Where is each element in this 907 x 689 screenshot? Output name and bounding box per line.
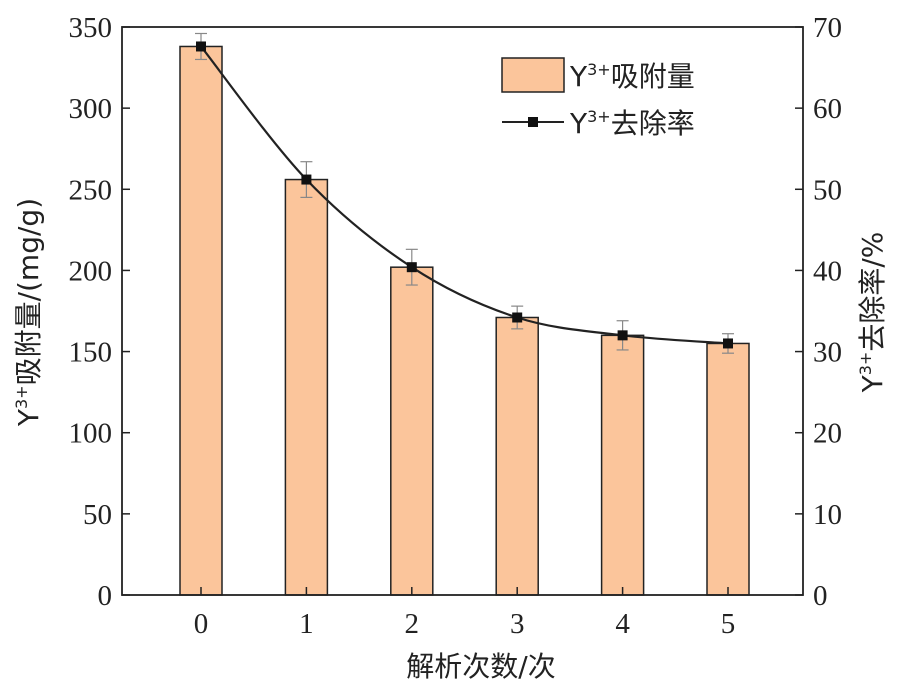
left-y-tick-label-50: 50	[83, 499, 112, 531]
bar-2	[390, 266, 434, 596]
bar-0	[179, 45, 223, 596]
plot-frame	[121, 26, 804, 596]
x-tick-label-1: 1	[299, 608, 314, 640]
left-y-tick-label-0: 0	[98, 580, 113, 612]
bar-3	[495, 316, 539, 596]
left-y-tick-label-200: 200	[69, 255, 113, 287]
left-y-axis-title-sup: 3+	[12, 385, 31, 409]
bar-1	[284, 178, 329, 596]
left-y-tick-label-300: 300	[69, 93, 113, 125]
x-tick-label-2: 2	[405, 608, 420, 640]
x-tick-label-3: 3	[510, 608, 525, 640]
removal-rate-point-3	[512, 312, 523, 323]
removal-rate-point-5	[723, 338, 733, 349]
bar-5	[706, 342, 750, 596]
removal-rate-point-0	[196, 41, 206, 52]
legend-swatch-bar	[501, 57, 565, 93]
right-y-tick-label-50: 50	[813, 174, 842, 206]
legend: Y3+吸附量 Y3+去除率	[501, 57, 695, 140]
right-y-tick-label-0: 0	[813, 580, 828, 612]
left-y-tick-label-150: 150	[69, 337, 113, 369]
x-tick-label-5: 5	[721, 608, 736, 640]
right-y-tick-label-60: 60	[813, 93, 842, 125]
x-tick-label-4: 4	[615, 608, 630, 640]
left-y-axis-title: Y3+吸附量/(mg/g)	[12, 198, 45, 427]
removal-rate-point-2	[406, 262, 417, 273]
bar-4	[600, 334, 645, 596]
left-y-tick-label-250: 250	[69, 174, 113, 206]
right-y-tick-label-70: 70	[813, 12, 842, 44]
right-y-axis-title: Y3+去除率/%	[856, 232, 889, 394]
right-y-axis-title-base: Y	[856, 374, 889, 393]
axes: 0 50 100 150 200 250 300 350 0 10 20 30 40 50 60 70 0 1 2 3…	[69, 12, 843, 640]
left-y-axis-title-base: Y	[12, 408, 45, 427]
x-tick-label-0: 0	[194, 608, 209, 640]
right-y-tick-label-10: 10	[813, 499, 842, 531]
right-y-tick-label-30: 30	[813, 337, 842, 369]
x-axis-title: 解析次数/次	[406, 650, 555, 683]
legend-label-bar: Y3+吸附量	[569, 60, 695, 93]
right-y-axis-title-rest: 去除率/%	[856, 232, 889, 352]
left-y-axis-title-rest: 吸附量/(mg/g)	[12, 198, 45, 386]
right-y-axis-title-sup: 3+	[856, 352, 875, 376]
right-y-tick-label-20: 20	[813, 418, 842, 450]
left-y-tick-label-100: 100	[69, 418, 113, 450]
left-y-tick-label-350: 350	[69, 12, 113, 44]
removal-rate-point-4	[617, 330, 628, 341]
legend-label-line: Y3+去除率	[569, 107, 695, 140]
removal-rate-line	[200, 45, 729, 345]
right-y-tick-label-40: 40	[813, 255, 842, 287]
removal-rate-point-1	[301, 174, 312, 185]
plot-area	[179, 32, 750, 596]
legend-swatch-marker	[528, 117, 538, 127]
